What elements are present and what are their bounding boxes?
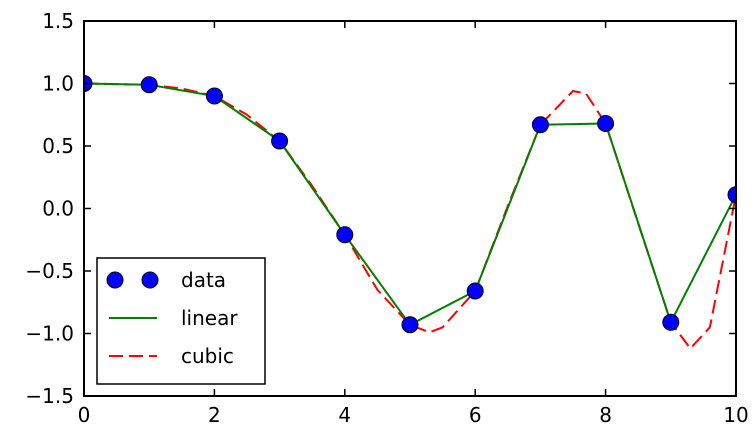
x-tick-label: 8 xyxy=(599,403,612,427)
data-point xyxy=(271,132,289,150)
legend-entry-cubic: cubic xyxy=(109,344,234,368)
data-point xyxy=(662,313,680,331)
legend-label: cubic xyxy=(181,344,234,368)
legend-entry-linear: linear xyxy=(109,306,238,330)
legend-entry-data: data xyxy=(106,268,226,292)
y-tick-label: −1.5 xyxy=(25,384,74,408)
ticks-layer: 0 2 4 6 8 10 −1.5 −1.0 −0.5 0.0 0.5 1.0 1.5 xyxy=(25,9,748,427)
y-tick-label: 1.5 xyxy=(42,9,74,33)
y-tick-label: 0.0 xyxy=(42,197,74,221)
x-tick-label: 4 xyxy=(338,403,351,427)
data-point xyxy=(401,316,419,334)
data-point xyxy=(140,76,158,94)
data-point xyxy=(205,87,223,105)
data-point xyxy=(531,116,549,134)
data-point xyxy=(727,186,736,204)
y-tick-label: −0.5 xyxy=(25,259,74,283)
x-tick-label: 2 xyxy=(208,403,221,427)
x-tick-label: 10 xyxy=(723,403,748,427)
x-tick-label: 6 xyxy=(469,403,482,427)
legend-marker xyxy=(141,271,159,289)
legend-box xyxy=(96,257,266,385)
legend-label: data xyxy=(181,268,226,292)
legend-label: linear xyxy=(181,306,238,330)
data-point xyxy=(336,226,354,244)
y-tick-label: 1.0 xyxy=(42,72,74,96)
x-tick-label: 0 xyxy=(78,403,91,427)
data-point xyxy=(466,282,484,300)
data-point xyxy=(597,115,615,132)
legend: data linear cubic xyxy=(96,257,266,385)
legend-marker xyxy=(106,271,124,289)
series-layer xyxy=(84,75,736,350)
y-tick-label: −1.0 xyxy=(25,322,74,346)
y-tick-label: 0.5 xyxy=(42,134,74,158)
